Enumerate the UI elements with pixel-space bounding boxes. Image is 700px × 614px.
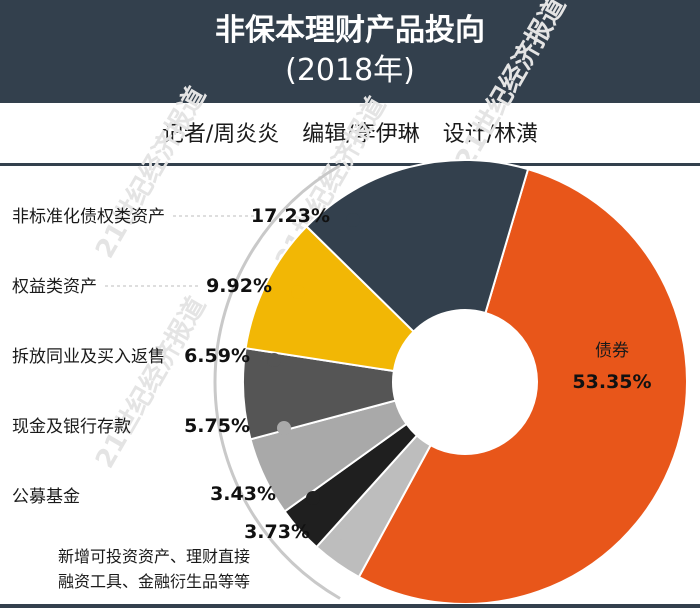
watermark-text: 21世纪经济报道 (449, 0, 572, 173)
labels-layer: 债券 53.35% 非标准化债权类资产 17.23% 权益类资产 9.92% 拆放同业及买入… (12, 205, 652, 591)
slice-label: 债券 (595, 341, 629, 361)
slice-value-label: 6.59% (184, 345, 250, 367)
legend-marker (334, 526, 348, 540)
slice-value-label: 3.73% (244, 521, 310, 543)
slice-value-label: 17.23% (251, 205, 330, 227)
watermark-text: 21世纪经济报道 (89, 292, 212, 474)
watermark-text: 21世纪经济报道 (89, 82, 212, 264)
slice-note-line: 新增可投资资产、理财直接 (58, 547, 250, 566)
guide-arc (213, 164, 341, 600)
editor-credit: 编辑/李伊琳 (302, 122, 420, 147)
slice-label: 非标准化债权类资产 (12, 207, 165, 227)
slice-label: 公募基金 (12, 487, 80, 507)
slice-value-label: 9.92% (206, 275, 272, 297)
legend-marker (306, 491, 320, 505)
title-banner: 非保本理财产品投向 (2018年) (0, 0, 700, 103)
credits-line: 记者/周炎炎 编辑/李伊琳 设计/林潢 (0, 115, 700, 155)
slices-layer (242, 159, 689, 605)
chart-subtitle: (2018年) (285, 53, 415, 88)
slice-label: 权益类资产 (12, 277, 97, 297)
bottom-divider (0, 604, 700, 608)
legend-marker (291, 285, 305, 299)
slice-label: 拆放同业及买入返售 (12, 347, 165, 367)
design-credit: 设计/林潢 (442, 122, 539, 147)
legend-marker (346, 213, 360, 227)
legend-marker (267, 353, 281, 367)
slice-value-label: 53.35% (572, 371, 651, 393)
slice-value-label: 5.75% (184, 415, 250, 437)
chart-title: 非保本理财产品投向 (215, 13, 485, 48)
outer-guide-ring (213, 164, 341, 600)
legend-marker (277, 421, 291, 435)
slice-value-label: 3.43% (210, 483, 276, 505)
reporter-credit: 记者/周炎炎 (161, 122, 280, 147)
slice-label: 现金及银行存款 (12, 417, 131, 437)
donut-hole (393, 310, 537, 454)
slice-note-line: 融资工具、金融衍生品等等 (58, 572, 250, 591)
top-divider (0, 163, 700, 166)
